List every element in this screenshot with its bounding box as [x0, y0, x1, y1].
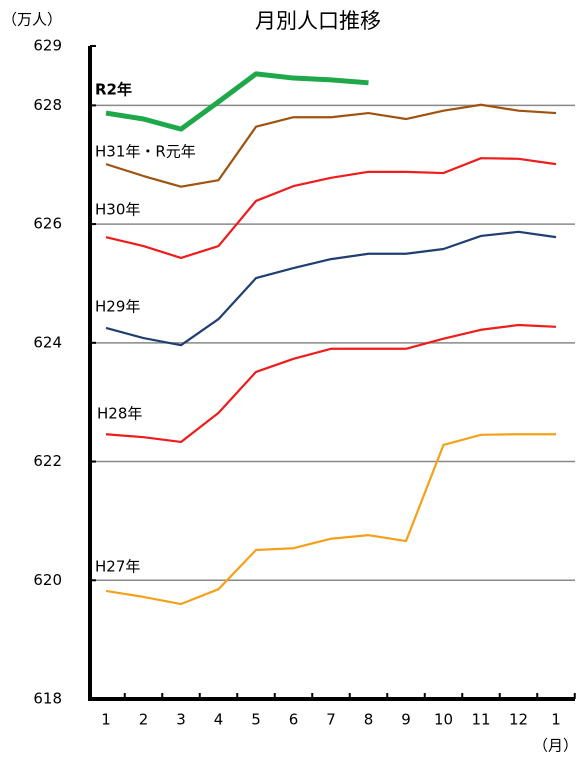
y-tick-label: 624	[33, 333, 62, 351]
y-axis-label: （万人）	[2, 11, 62, 29]
x-tick-label: 4	[214, 711, 224, 729]
x-tick-label: 3	[176, 711, 186, 729]
y-tick-label: 622	[33, 452, 62, 470]
y-tick-label: 629	[33, 37, 62, 55]
series-line	[105, 230, 557, 347]
x-tick-label: 7	[326, 711, 336, 729]
x-tick-label: 8	[364, 711, 374, 729]
x-tick-label: 12	[509, 711, 528, 729]
series-label: H28年	[97, 405, 142, 423]
series-line	[105, 157, 557, 260]
series-line	[105, 323, 557, 444]
x-tick-label: 10	[434, 711, 453, 729]
x-tick-label: 9	[401, 711, 411, 729]
x-tick-label: 6	[289, 711, 299, 729]
x-axis-label: （月）	[533, 737, 578, 755]
series-label: H30年	[95, 201, 140, 219]
series-label: H31年・R元年	[95, 143, 196, 161]
x-tick-label: 2	[139, 711, 149, 729]
y-tick-label: 618	[33, 690, 62, 708]
y-tick-label: 626	[33, 215, 62, 233]
y-tick-label: 628	[33, 96, 62, 114]
series-label: R2年	[95, 81, 132, 99]
x-tick-label: 11	[471, 711, 490, 729]
series-line	[105, 103, 557, 188]
x-tick-label: 1	[101, 711, 111, 729]
x-tick-label: 1	[551, 711, 561, 729]
series-line	[105, 433, 556, 606]
x-tick-label: 5	[251, 711, 261, 729]
series-label: H29年	[95, 298, 140, 316]
y-tick-label: 620	[33, 571, 62, 589]
series-line	[105, 71, 369, 132]
series-label: H27年	[95, 558, 140, 576]
chart-title: 月別人口推移	[255, 9, 381, 33]
